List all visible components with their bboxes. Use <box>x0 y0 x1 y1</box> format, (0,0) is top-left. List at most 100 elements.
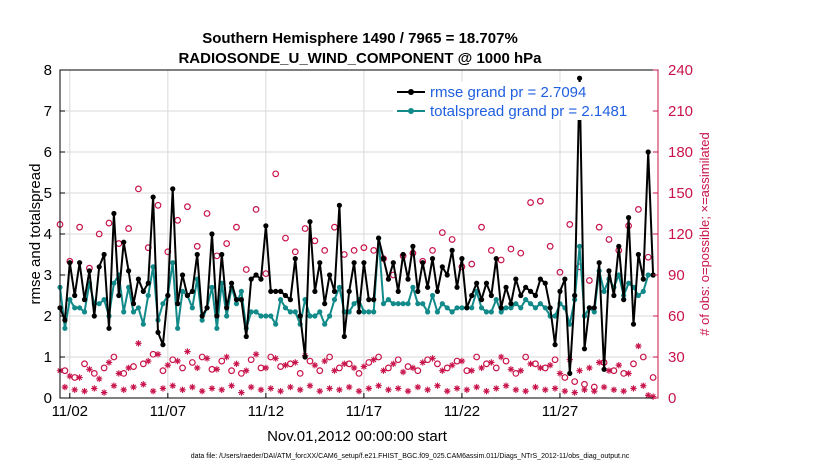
obs-assimilated-star <box>591 387 598 395</box>
totalspread-point <box>150 264 156 270</box>
rmse-point <box>268 288 274 294</box>
obs-assimilated-star <box>272 355 279 362</box>
obs-possible-point <box>561 374 569 381</box>
totalspread-point <box>160 301 166 307</box>
obs-possible-point <box>634 205 642 213</box>
rmse-point <box>429 256 436 262</box>
y-tick-label: 8 <box>44 62 52 79</box>
rmse-point <box>395 288 401 294</box>
line-layer <box>57 75 656 376</box>
totalspread-point <box>542 305 548 311</box>
x-tick-label: 11/12 <box>248 403 284 420</box>
obs-assimilated-point <box>145 357 152 365</box>
totalspread-point <box>72 305 78 311</box>
totalspread-point <box>493 297 499 303</box>
obs-assimilated-star <box>375 382 382 389</box>
obs-assimilated-star <box>341 360 348 368</box>
totalspread-point <box>478 305 485 311</box>
legend-rmse-marker <box>408 89 414 95</box>
obs-possible-point <box>135 185 142 193</box>
totalspread-point <box>258 313 264 319</box>
y-right-tick-label: 180 <box>668 144 693 161</box>
rmse-point <box>385 276 392 282</box>
obs-assimilated-point <box>336 386 343 393</box>
totalspread-point <box>483 309 490 315</box>
obs-assimilated-point <box>130 383 137 391</box>
obs-assimilated-star <box>453 385 461 392</box>
totalspread-point <box>366 309 372 315</box>
obs-possible-point <box>630 360 637 368</box>
obs-assimilated-star <box>625 370 632 377</box>
obs-assimilated-point <box>610 386 618 393</box>
totalspread-point <box>121 309 127 315</box>
y-tick-label: 3 <box>44 267 52 284</box>
totalspread-point <box>81 309 88 315</box>
rmse-point <box>101 251 107 258</box>
obs-assimilated-star <box>365 385 373 392</box>
obs-assimilated-point <box>439 367 446 374</box>
rmse-point <box>459 256 465 262</box>
rmse-point <box>356 309 362 315</box>
obs-possible-point <box>326 353 333 361</box>
legend-totalspread-marker <box>408 108 414 114</box>
obs-assimilated-point <box>424 386 431 393</box>
obs-assimilated-star <box>86 366 93 373</box>
rmse-point <box>91 313 97 319</box>
obs-assimilated-point <box>644 392 652 399</box>
obs-possible-point <box>527 199 534 206</box>
obs-possible-point <box>438 229 446 237</box>
rmse-point <box>415 288 421 294</box>
rmse-point <box>287 297 293 303</box>
obs-assimilated-point <box>233 360 240 368</box>
obs-assimilated-star <box>198 387 206 395</box>
rmse-point <box>366 297 372 303</box>
totalspread-point <box>498 309 504 315</box>
obs-assimilated-star <box>522 387 529 395</box>
rmse-point <box>611 292 617 299</box>
totalspread-point <box>380 301 387 307</box>
y-axis-label: rmse and totalspread <box>27 164 44 305</box>
y-tick-label: 5 <box>44 185 52 202</box>
rmse-point <box>493 256 499 262</box>
obs-assimilated-star <box>100 389 108 396</box>
rmse-point <box>596 260 602 266</box>
totalspread-point <box>625 280 632 286</box>
rmse-point <box>121 239 127 245</box>
totalspread-point <box>567 321 573 327</box>
x-tick-label: 11/27 <box>542 403 578 420</box>
obs-assimilated-point <box>350 364 358 372</box>
rmse-point <box>145 280 151 286</box>
obs-assimilated-star <box>66 372 74 380</box>
totalspread-point <box>488 309 494 315</box>
obs-assimilated-point <box>164 362 172 369</box>
obs-assimilated-point <box>86 366 93 373</box>
obs-assimilated-star <box>316 387 323 395</box>
obs-assimilated-point <box>581 386 588 393</box>
obs-assimilated-star <box>110 382 118 389</box>
obs-possible-point <box>404 363 412 370</box>
chart-title-line2: RADIOSONDE_U_WIND_COMPONENT @ 1000 hPa <box>178 50 542 67</box>
obs-assimilated-point <box>66 372 74 380</box>
totalspread-point <box>390 301 396 307</box>
obs-assimilated-point <box>556 370 564 377</box>
obs-assimilated-star <box>331 367 338 374</box>
totalspread-point <box>214 325 220 331</box>
obs-assimilated-star <box>546 362 554 369</box>
rmse-point <box>194 251 200 258</box>
obs-possible-point <box>228 367 235 375</box>
obs-assimilated-star <box>61 383 69 391</box>
obs-possible-point <box>502 357 510 365</box>
obs-assimilated-star <box>306 382 314 389</box>
obs-assimilated-star <box>91 385 98 392</box>
totalspread-point <box>282 305 289 311</box>
rmse-point <box>434 288 441 294</box>
obs-assimilated-point <box>542 386 549 393</box>
rmse-point <box>62 317 68 323</box>
obs-assimilated-star <box>615 362 622 369</box>
obs-assimilated-star <box>223 353 230 361</box>
rmse-point <box>331 288 338 294</box>
obs-assimilated-star <box>532 383 539 391</box>
obs-possible-point <box>360 244 368 252</box>
obs-possible-point <box>595 223 603 231</box>
obs-assimilated-point <box>532 383 539 391</box>
